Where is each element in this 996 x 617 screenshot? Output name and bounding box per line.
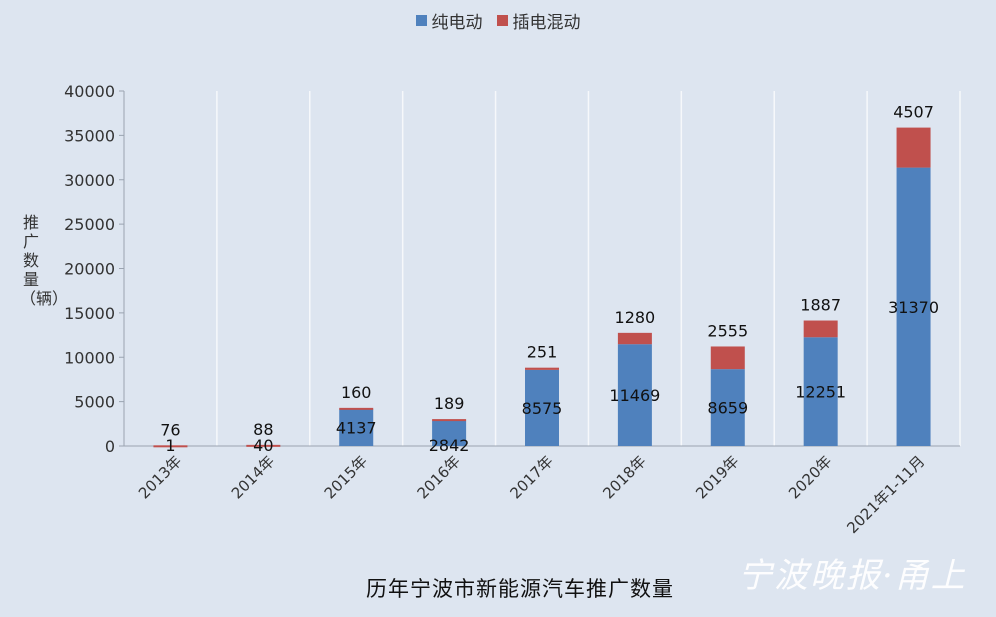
data-label-bev: 1 [165,436,175,455]
y-tick-label: 0 [105,437,115,456]
y-tick-label: 10000 [64,348,115,367]
bar-phev [896,127,931,168]
bar-phev [525,367,559,370]
bar-bev [803,337,838,446]
data-label-phev: 1887 [800,296,841,315]
x-tick-label: 2017年 [506,452,556,502]
watermark-logo: 宁波晚报·甬上 [738,556,967,596]
bar-bev [525,369,559,446]
legend-item-bev: 纯电动 [415,8,483,33]
data-label-bev: 8575 [522,399,563,418]
x-tick-label: 2015年 [321,452,371,502]
y-tick-label: 20000 [64,260,115,279]
bar-phev [153,445,188,448]
data-label-bev: 4137 [336,419,377,438]
data-label-bev: 31370 [888,298,939,317]
data-label-phev: 2555 [707,321,748,340]
y-tick-label: 25000 [64,215,115,234]
x-tick-label: 2016年 [414,452,464,502]
x-tick-label: 2020年 [785,452,835,502]
legend-swatch-phev [496,15,508,26]
bar-bev [896,167,931,446]
y-tick-label: 5000 [74,393,115,412]
data-label-bev: 12251 [795,383,846,402]
bar-bev [432,420,467,446]
data-label-phev: 88 [253,420,273,439]
y-tick-label: 40000 [64,82,115,101]
x-tick-label: 2014年 [228,452,278,502]
bar-phev [246,444,281,447]
data-label-bev: 2842 [429,436,470,455]
data-label-phev: 4507 [893,103,934,122]
bar-phev [432,419,467,422]
y-axis-label: 推广数量（辆） [20,213,69,308]
data-label-phev: 160 [341,383,372,402]
data-label-bev: 40 [253,436,273,455]
x-tick-label: 2021年1-11月 [843,452,928,537]
bar-bev [339,409,374,446]
data-label-bev: 8659 [707,399,748,418]
data-label-bev: 11469 [609,386,660,405]
bar-bev [710,369,745,446]
data-label-phev: 76 [160,420,180,439]
chart-title: 历年宁波市新能源汽车推广数量 [366,577,674,601]
x-tick-label: 2013年 [135,452,185,502]
bar-phev [339,407,374,410]
bar-phev [803,320,838,338]
data-label-phev: 251 [527,343,558,362]
data-label-phev: 1280 [615,308,656,327]
data-label-phev: 189 [434,394,465,413]
y-tick-label: 15000 [64,304,115,323]
x-tick-label: 2019年 [692,452,742,502]
bar-phev [710,346,745,370]
legend-label-phev: 插电混动 [512,13,581,33]
y-tick-label: 30000 [64,171,115,190]
legend-item-phev: 插电混动 [496,8,581,33]
x-tick-label: 2018年 [599,452,649,502]
bar-bev [617,344,652,446]
y-tick-label: 35000 [64,126,115,145]
bar-phev [617,332,652,345]
legend: 纯电动 插电混动 [0,8,996,33]
legend-swatch-bev [415,15,427,26]
legend-label-bev: 纯电动 [431,13,483,33]
